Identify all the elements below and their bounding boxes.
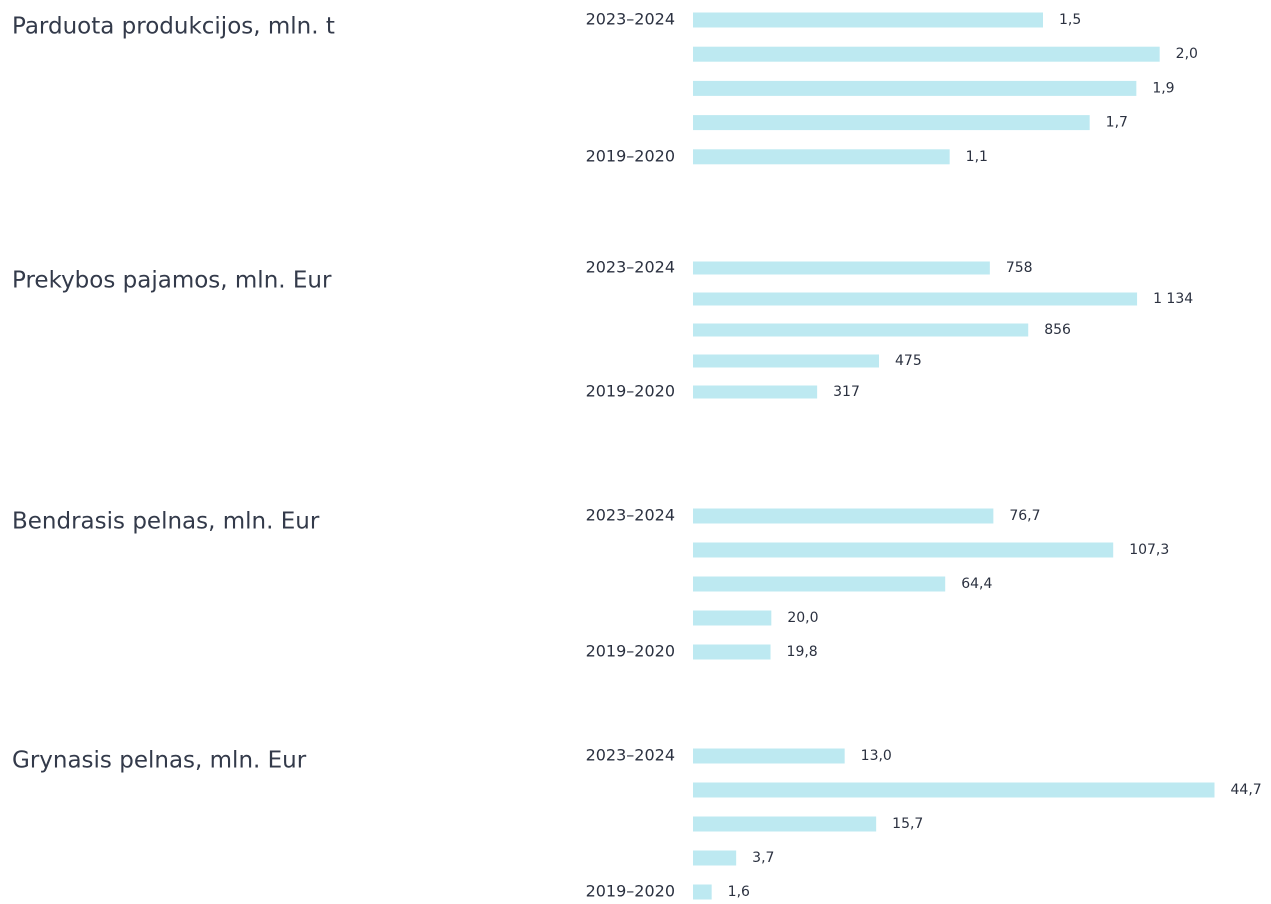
bar [693,816,877,832]
value-label: 1,9 [1152,80,1174,96]
value-label: 20,0 [787,610,818,626]
category-label: 2019–2020 [586,146,675,165]
bar [693,385,818,399]
chart-title: Grynasis pelnas, mln. Eur [12,748,307,774]
bar [693,748,845,764]
bar [693,884,712,900]
bar [693,576,946,592]
category-label: 2023–2024 [586,506,675,525]
bar [693,46,1160,62]
category-label: 2019–2020 [586,642,675,661]
value-label: 1 134 [1153,291,1193,307]
value-label: 1,7 [1106,115,1128,131]
bar [693,850,737,866]
value-label: 475 [895,353,922,369]
value-label: 19,8 [787,644,818,660]
bar [693,261,990,275]
category-label: 2023–2024 [586,258,675,277]
bar [693,354,880,368]
category-label: 2023–2024 [586,10,675,29]
chart-title: Parduota produkcijos, mln. t [12,14,335,40]
bar [693,782,1215,798]
value-label: 1,5 [1059,12,1081,28]
value-label: 3,7 [752,850,774,866]
bar [693,115,1090,131]
chart-title: Prekybos pajamos, mln. Eur [12,268,332,294]
value-label: 2,0 [1176,46,1198,62]
value-label: 76,7 [1009,508,1040,524]
category-label: 2023–2024 [586,746,675,765]
bar [693,610,772,626]
value-label: 856 [1044,322,1071,338]
bar [693,323,1029,337]
bar [693,542,1114,558]
bar [693,292,1138,306]
value-label: 107,3 [1129,542,1169,558]
value-label: 1,6 [728,884,750,900]
category-label: 2019–2020 [586,882,675,901]
category-label: 2019–2020 [586,382,675,401]
value-label: 44,7 [1231,782,1262,798]
value-label: 758 [1006,260,1033,276]
bar [693,12,1043,28]
value-label: 13,0 [861,748,892,764]
bar [693,80,1137,96]
bar [693,508,994,524]
bar [693,644,771,660]
value-label: 317 [833,384,860,400]
chart-title: Bendrasis pelnas, mln. Eur [12,509,320,535]
value-label: 1,1 [966,149,988,165]
value-label: 15,7 [892,816,923,832]
value-label: 64,4 [961,576,992,592]
bar [693,149,950,165]
